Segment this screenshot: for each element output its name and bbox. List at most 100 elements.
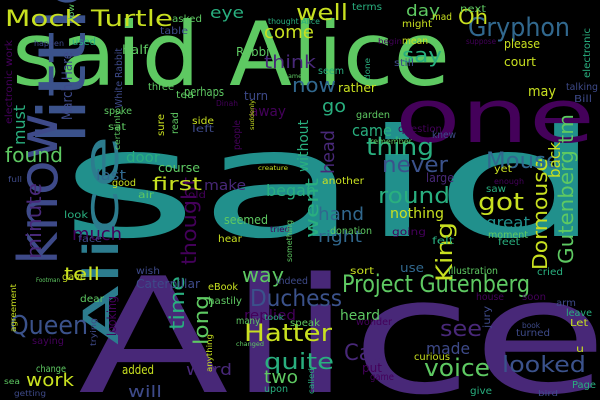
word-turned: turned	[516, 328, 550, 339]
word-back: back	[545, 141, 564, 178]
word-electronic: electronic	[582, 28, 593, 78]
word-turn: turn	[244, 89, 268, 103]
word-hatter: Hatter	[244, 319, 332, 347]
word-trying: trying	[89, 318, 98, 346]
word-hear: hear	[218, 234, 243, 245]
word-terms: terms	[352, 2, 382, 13]
word-saw: saw	[486, 184, 506, 195]
word-footman: Footman	[36, 277, 60, 284]
word-great: great	[486, 213, 530, 232]
word-long: long	[189, 295, 213, 345]
word-read: read	[170, 112, 181, 134]
word-looking: looking	[105, 296, 119, 336]
word-work: work	[26, 370, 75, 391]
word-yet: yet	[494, 164, 512, 175]
word-voice: voice	[424, 354, 490, 382]
word-donation: donation	[330, 226, 372, 237]
word-may: may	[528, 84, 556, 100]
word-saying: saying	[32, 336, 64, 347]
word-getting: getting	[14, 389, 46, 398]
word-minute: minute	[22, 183, 46, 259]
word-name: name	[284, 73, 302, 80]
word-right: right	[318, 227, 362, 246]
word-garden: garden	[356, 110, 390, 121]
word-last: last	[96, 168, 127, 184]
word-large: large	[426, 171, 454, 185]
word-remember: remember	[370, 137, 413, 146]
word-asked: asked	[172, 14, 202, 25]
word-found: found	[5, 143, 63, 167]
word-mouse: Mouse	[486, 149, 560, 174]
word-thought-alice: thought Alice	[268, 17, 320, 26]
word-never: never	[382, 153, 449, 178]
word-many: many	[236, 316, 260, 327]
word-head: head	[318, 130, 339, 174]
word-anything: anything	[205, 334, 214, 372]
word-leave: leave	[566, 308, 592, 319]
word-went: went	[302, 178, 323, 238]
word-perhaps: perhaps	[184, 85, 224, 99]
word-full: full	[8, 175, 22, 184]
word-suddenly: suddenly	[249, 100, 256, 130]
word-wonder: wonder	[356, 317, 393, 328]
word-away: away	[250, 104, 286, 120]
word-look: look	[64, 210, 88, 221]
word-duchess: Duchess	[250, 286, 342, 312]
word-alice-large: Alice	[78, 243, 600, 400]
word-go: go	[322, 96, 346, 117]
word-seem: seem	[318, 66, 344, 77]
word-oh: Oh	[458, 5, 488, 29]
word-happen: happen	[34, 39, 64, 48]
word-another: another	[322, 176, 365, 187]
word-begin: begin	[378, 37, 402, 46]
word-way: way	[242, 263, 284, 287]
word-curious: curious	[414, 352, 450, 363]
word-page: Page	[572, 380, 596, 391]
word-electronic-work: electronic work	[4, 40, 15, 124]
word-mad: mad	[432, 12, 452, 23]
word-now: now	[292, 73, 336, 97]
word-soon: soon	[522, 292, 546, 303]
word-done: done	[363, 58, 372, 80]
word-well: well	[296, 1, 348, 26]
word-please: please	[504, 37, 540, 51]
word-jury: jury	[482, 306, 493, 329]
word-sea: sea	[4, 377, 20, 386]
word-caterpillar: Caterpillar	[136, 277, 200, 291]
word-hand: hand	[318, 204, 364, 225]
word-dormouse: Dormouse	[528, 158, 552, 270]
word-looked: looked	[502, 353, 586, 378]
word-made: made	[426, 339, 470, 358]
word-change: change	[36, 364, 66, 375]
word-wish: wish	[136, 266, 160, 277]
word-project-gutenberg: Project Gutenberg	[342, 270, 530, 298]
word-thing: thing	[366, 133, 434, 161]
word-think: think	[264, 52, 317, 73]
word-must: must	[10, 105, 29, 145]
word-mean: mean	[402, 36, 428, 47]
word-will: will	[128, 382, 162, 400]
word-little: little	[24, 0, 101, 145]
word-said-alice: said Alice	[12, 3, 450, 106]
word-used: used	[72, 37, 96, 48]
word-thought: thought	[177, 177, 201, 265]
word-sat: sat	[108, 122, 126, 133]
word-gave: gave	[62, 272, 86, 283]
word-march-hare: March Hare	[60, 52, 76, 120]
word-speak: speak	[290, 318, 320, 329]
word-going: going	[392, 227, 426, 238]
word-people: people	[232, 120, 243, 150]
word-dear: dear	[80, 294, 105, 305]
word-air: air	[138, 190, 155, 201]
word-old: old	[188, 190, 206, 201]
word-bird: bird	[538, 389, 558, 398]
word-said: said	[60, 98, 600, 272]
word-king: King	[433, 222, 458, 282]
word-felt: felt	[432, 236, 454, 247]
word-dinah: Dinah	[216, 99, 238, 108]
word-alice-vertical: Alice	[74, 135, 130, 345]
word-half: half	[122, 43, 149, 57]
word-tried: tried	[270, 225, 290, 234]
word-layer: said Alice said Alice one little know Al…	[4, 0, 600, 400]
